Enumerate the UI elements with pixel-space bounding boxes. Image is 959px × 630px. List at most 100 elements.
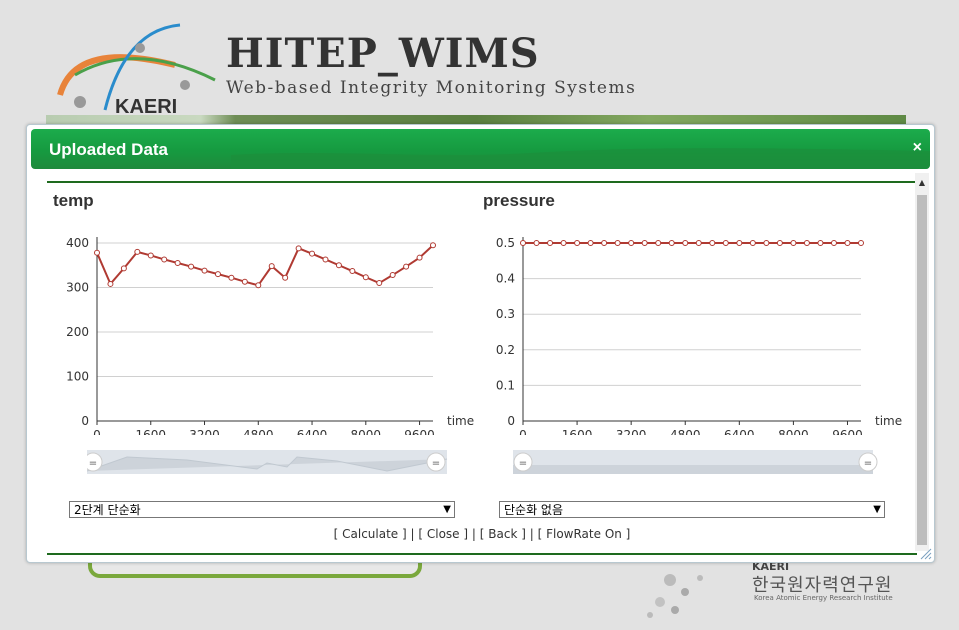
pressure-data-point	[817, 240, 824, 246]
temp-data-point	[376, 280, 383, 287]
vertical-scrollbar[interactable]: ▲	[915, 173, 929, 551]
temp-chart-title: temp	[53, 191, 94, 210]
pressure-data-point	[709, 240, 716, 246]
temp-range-slider[interactable]: = =	[87, 445, 457, 479]
dialog-content: temp 0 100 200 300 400 0 1600 3200 4800 6400 8000 9…	[47, 181, 917, 555]
pressure-slider-left-handle[interactable]: =	[513, 452, 533, 472]
pressure-data-point	[533, 240, 540, 246]
pressure-data-point	[614, 240, 621, 246]
logo-text: KAERI	[115, 96, 177, 118]
temp-data-point	[255, 282, 262, 289]
pressure-y-tick-label: 0.1	[496, 378, 515, 392]
pressure-simplify-value: 단순화 없음	[504, 503, 564, 517]
temp-data-point	[362, 274, 369, 281]
temp-data-point	[403, 263, 410, 270]
temp-x-tick-label: 6400	[297, 428, 328, 435]
close-link[interactable]: [ Close ]	[418, 527, 469, 541]
temp-data-point	[147, 252, 154, 259]
temp-x-axis-label: time	[447, 414, 474, 428]
pressure-data-point	[858, 240, 864, 246]
uploaded-data-dialog: Uploaded Data × temp 0 100 200 300 400 0 1600 3…	[26, 124, 935, 563]
pressure-data-point	[574, 240, 581, 246]
site-title: HITEP_WIMS	[226, 30, 540, 77]
pressure-data-point	[803, 240, 810, 246]
titlebar-wave-decoration	[231, 148, 930, 169]
link-separator: |	[471, 527, 476, 541]
temp-x-tick-label: 8000	[351, 428, 382, 435]
temp-y-tick-label: 100	[66, 370, 89, 384]
temp-data-point	[322, 256, 329, 263]
pressure-chart-title: pressure	[483, 191, 555, 210]
temp-data-point	[134, 248, 141, 255]
pressure-y-tick-label: 0.2	[496, 343, 515, 357]
pressure-slider-right-handle[interactable]: =	[858, 452, 878, 472]
scrollbar-thumb[interactable]	[917, 195, 927, 545]
site-header: KAERI HITEP_WIMS Web-based Integrity Mon…	[0, 0, 959, 125]
temp-data-point	[282, 274, 289, 281]
chevron-down-icon: ▼	[443, 504, 451, 515]
temp-y-tick-label: 300	[66, 281, 89, 295]
pressure-data-point	[722, 240, 729, 246]
pressure-data-point	[655, 240, 662, 246]
site-subtitle: Web-based Integrity Monitoring Systems	[226, 78, 637, 98]
pressure-data-point	[695, 240, 702, 246]
temp-series-line	[96, 244, 434, 287]
temp-data-point	[188, 263, 195, 270]
temp-data-point	[201, 267, 208, 274]
temp-data-point	[349, 268, 356, 275]
link-separator: |	[529, 527, 534, 541]
dialog-title: Uploaded Data	[49, 140, 169, 159]
pressure-data-point	[587, 240, 594, 246]
chevron-down-icon: ▼	[873, 504, 881, 515]
temp-data-point	[174, 260, 181, 267]
flowrate-link[interactable]: [ FlowRate On ]	[537, 527, 631, 541]
dialog-titlebar[interactable]: Uploaded Data ×	[31, 129, 930, 169]
svg-text:=: =	[89, 458, 97, 469]
pressure-data-point	[601, 240, 608, 246]
temp-simplify-value: 2단계 단순화	[74, 503, 141, 517]
pressure-range-slider[interactable]: = =	[513, 445, 883, 479]
calculate-link[interactable]: [ Calculate ]	[333, 527, 407, 541]
link-separator: |	[410, 527, 415, 541]
pressure-x-axis-label: time	[875, 414, 902, 428]
pressure-y-tick-label: 0.5	[496, 236, 515, 250]
pressure-data-point	[547, 240, 554, 246]
footer-org-korean: 한국원자력연구원	[752, 575, 893, 596]
pressure-x-tick-label: 4800	[670, 428, 701, 435]
scroll-up-icon[interactable]: ▲	[918, 178, 926, 187]
temp-slider-left-handle[interactable]: =	[87, 452, 103, 472]
pressure-data-point	[682, 240, 689, 246]
pressure-data-point	[763, 240, 770, 246]
resize-grip-icon[interactable]	[920, 548, 932, 560]
temp-x-tick-label: 9600	[404, 428, 435, 435]
back-link[interactable]: [ Back ]	[479, 527, 526, 541]
pressure-y-tick-label: 0.4	[496, 272, 515, 286]
pressure-simplify-select[interactable]: 단순화 없음 ▼	[499, 501, 885, 518]
kaeri-logo: KAERI	[55, 20, 225, 120]
close-icon[interactable]: ×	[912, 139, 922, 156]
temp-chart: 0 100 200 300 400 0 1600 3200 4800 6400 8000 9600 ti…	[66, 236, 474, 435]
temp-simplify-select[interactable]: 2단계 단순화 ▼	[69, 501, 455, 518]
pressure-data-point	[790, 240, 797, 246]
pressure-chart: 0 0.1 0.2 0.3 0.4 0.5 0 1600 3200 4800 6400 8000 960…	[496, 236, 902, 435]
temp-x-tick-label: 3200	[189, 428, 220, 435]
footer-org-english: Korea Atomic Energy Research Institute	[754, 594, 893, 602]
pressure-x-tick-label: 3200	[616, 428, 647, 435]
pressure-y-tick-label: 0	[507, 414, 515, 428]
temp-y-tick-label: 200	[66, 325, 89, 339]
pressure-data-point	[844, 240, 851, 246]
pressure-data-point	[560, 240, 567, 246]
decorative-strip	[46, 115, 906, 125]
temp-slider-right-handle[interactable]: =	[426, 452, 446, 472]
pressure-x-tick-label: 1600	[562, 428, 593, 435]
temp-data-point	[107, 280, 114, 287]
temp-data-point	[416, 254, 423, 261]
temp-x-tick-label: 4800	[243, 428, 274, 435]
temp-x-tick-label: 1600	[135, 428, 166, 435]
svg-text:=: =	[432, 458, 440, 469]
temp-data-point	[335, 262, 342, 269]
pressure-data-point	[628, 240, 635, 246]
temp-data-point	[268, 263, 275, 270]
svg-text:=: =	[519, 458, 527, 469]
action-links: [ Calculate ] | [ Close ] | [ Back ] | […	[47, 527, 917, 541]
